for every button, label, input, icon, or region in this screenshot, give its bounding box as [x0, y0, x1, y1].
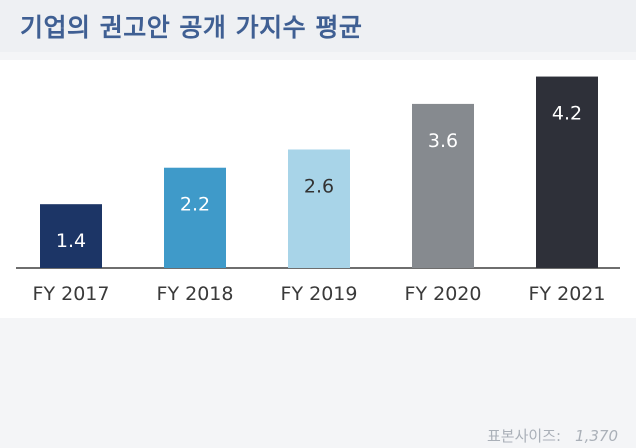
data-label: 3.6 [428, 130, 458, 152]
bar-fy-2019 [288, 149, 350, 268]
data-label: 2.2 [180, 194, 210, 216]
chart-title: 기업의 권고안 공개 가지수 평균 [20, 13, 363, 42]
sample-size-label: 표본사이즈: [486, 427, 562, 445]
x-tick-label: FY 2019 [281, 283, 358, 305]
x-tick-label: FY 2017 [33, 283, 110, 305]
data-label: 1.4 [56, 230, 86, 252]
sample-size-value: 1,370 [575, 427, 618, 445]
data-label: 2.6 [304, 175, 334, 197]
x-tick-label: FY 2021 [529, 283, 606, 305]
title-band [0, 0, 636, 52]
bar-fy-2020 [412, 103, 474, 268]
bar-fy-2018 [164, 167, 226, 268]
x-tick-label: FY 2020 [405, 283, 482, 305]
data-label: 4.2 [552, 103, 582, 125]
bar-fy-2021 [536, 76, 598, 268]
bar-fy-2017 [40, 204, 102, 268]
x-tick-label: FY 2018 [157, 283, 234, 305]
sample-size: 표본사이즈: 1,370 [487, 425, 618, 446]
